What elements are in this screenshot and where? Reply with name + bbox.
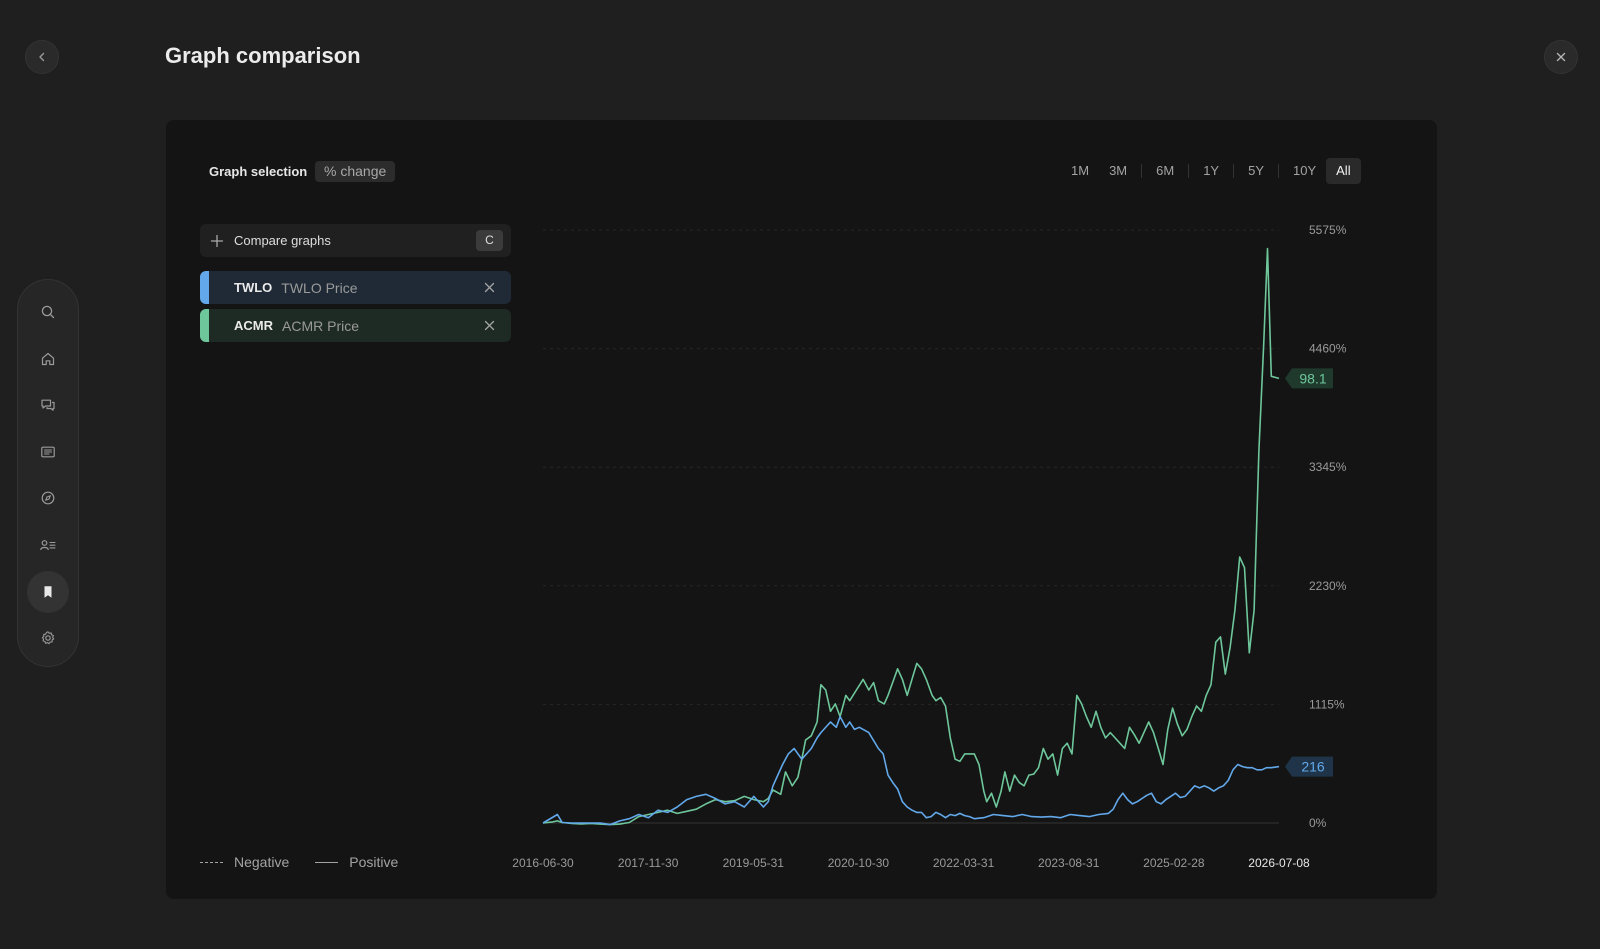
- positive-line-swatch: [315, 861, 339, 863]
- compass-icon: [41, 491, 55, 505]
- shortcut-key: C: [476, 230, 503, 251]
- x-tick-label: 2022-03-31: [933, 856, 995, 870]
- page-title: Graph comparison: [165, 43, 361, 68]
- sidebar-item-chat[interactable]: [27, 384, 69, 426]
- compare-graphs-label: Compare graphs: [234, 233, 331, 248]
- range-divider: [1233, 164, 1235, 178]
- sidebar: [17, 279, 79, 667]
- graph-card: Graph selection % change 1M 3M 6M 1Y 5Y …: [166, 120, 1437, 899]
- people-list-icon: [40, 540, 56, 551]
- y-tick-label: 0%: [1309, 816, 1327, 830]
- x-tick-label: 2017-11-30: [618, 856, 679, 870]
- graph-mode-badge[interactable]: % change: [315, 161, 396, 182]
- back-button[interactable]: [25, 40, 59, 74]
- series-name: TWLO Price: [281, 279, 358, 296]
- range-all[interactable]: All: [1326, 158, 1361, 184]
- series-symbol: ACMR: [234, 318, 273, 333]
- y-tick-label: 4460%: [1309, 342, 1347, 356]
- y-tick-label: 5575%: [1309, 223, 1347, 237]
- sidebar-item-explore[interactable]: [27, 477, 69, 519]
- range-divider: [1278, 164, 1279, 178]
- close-button[interactable]: [1544, 40, 1578, 74]
- x-tick-label: 2023-08-31: [1038, 856, 1100, 870]
- compare-graphs-button[interactable]: Compare graphs C: [200, 224, 511, 257]
- line-style-legend: Negative Positive: [200, 854, 398, 870]
- close-icon: [1556, 52, 1566, 62]
- search-icon: [41, 305, 55, 319]
- remove-series-icon[interactable]: [483, 319, 496, 332]
- gear-icon: [41, 631, 55, 645]
- plus-icon: [210, 234, 224, 247]
- range-1m[interactable]: 1M: [1071, 163, 1090, 178]
- x-tick-label: 2026-07-08: [1248, 856, 1310, 870]
- remove-series-icon[interactable]: [483, 281, 496, 294]
- range-3m[interactable]: 3M: [1109, 163, 1128, 178]
- range-1y[interactable]: 1Y: [1203, 163, 1220, 178]
- range-divider: [1141, 164, 1143, 178]
- home-icon: [41, 352, 55, 365]
- range-divider: [1188, 164, 1190, 178]
- sidebar-item-bookmarks[interactable]: [27, 570, 69, 613]
- negative-line-swatch: [200, 861, 223, 863]
- sidebar-item-home[interactable]: [27, 338, 69, 380]
- comparison-chart[interactable]: 5575% 4460% 3345% 2230% 1115% 0% 2016-06-30 201…: [166, 120, 1437, 899]
- series-line-acmr: [542, 247, 1280, 826]
- value-label-bg: [1285, 368, 1333, 389]
- x-tick-label: 2020-10-30: [828, 856, 890, 870]
- series-name: ACMR Price: [282, 317, 360, 334]
- range-5y[interactable]: 5Y: [1248, 163, 1264, 178]
- sidebar-item-settings[interactable]: [27, 617, 69, 659]
- sidebar-item-news[interactable]: [27, 431, 69, 473]
- series-line-twlo: [542, 715, 1280, 826]
- y-tick-label: 2230%: [1309, 579, 1347, 593]
- series-color-stripe: [200, 271, 209, 304]
- series-color-stripe: [200, 309, 209, 342]
- y-tick-label: 3345%: [1309, 460, 1347, 474]
- chevron-left-icon: [39, 52, 45, 62]
- value-label-bg: [1285, 756, 1333, 777]
- range-10y[interactable]: 10Y: [1293, 163, 1317, 178]
- x-tick-label: 2025-02-28: [1143, 856, 1205, 870]
- value-label: 216: [1301, 759, 1325, 775]
- series-row-acmr[interactable]: ACMR ACMR Price: [200, 309, 511, 342]
- series-symbol: TWLO: [234, 280, 273, 295]
- graph-selection-label: Graph selection: [209, 164, 308, 179]
- value-label: 98.1: [1299, 370, 1326, 386]
- series-row-twlo[interactable]: TWLO TWLO Price: [200, 271, 511, 304]
- chat-icon: [41, 399, 55, 411]
- x-tick-label: 2019-05-31: [723, 856, 785, 870]
- bookmark-icon: [44, 585, 52, 598]
- legend-positive: Positive: [349, 854, 399, 870]
- range-6m[interactable]: 6M: [1156, 163, 1175, 178]
- legend-negative: Negative: [234, 854, 290, 870]
- sidebar-item-search[interactable]: [27, 291, 69, 333]
- x-tick-label: 2016-06-30: [512, 856, 574, 870]
- news-icon: [41, 446, 55, 458]
- time-range-selector: 1M 3M 6M 1Y 5Y 10Y All: [1061, 158, 1361, 184]
- sidebar-item-people[interactable]: [27, 524, 69, 566]
- y-tick-label: 1115%: [1309, 697, 1345, 711]
